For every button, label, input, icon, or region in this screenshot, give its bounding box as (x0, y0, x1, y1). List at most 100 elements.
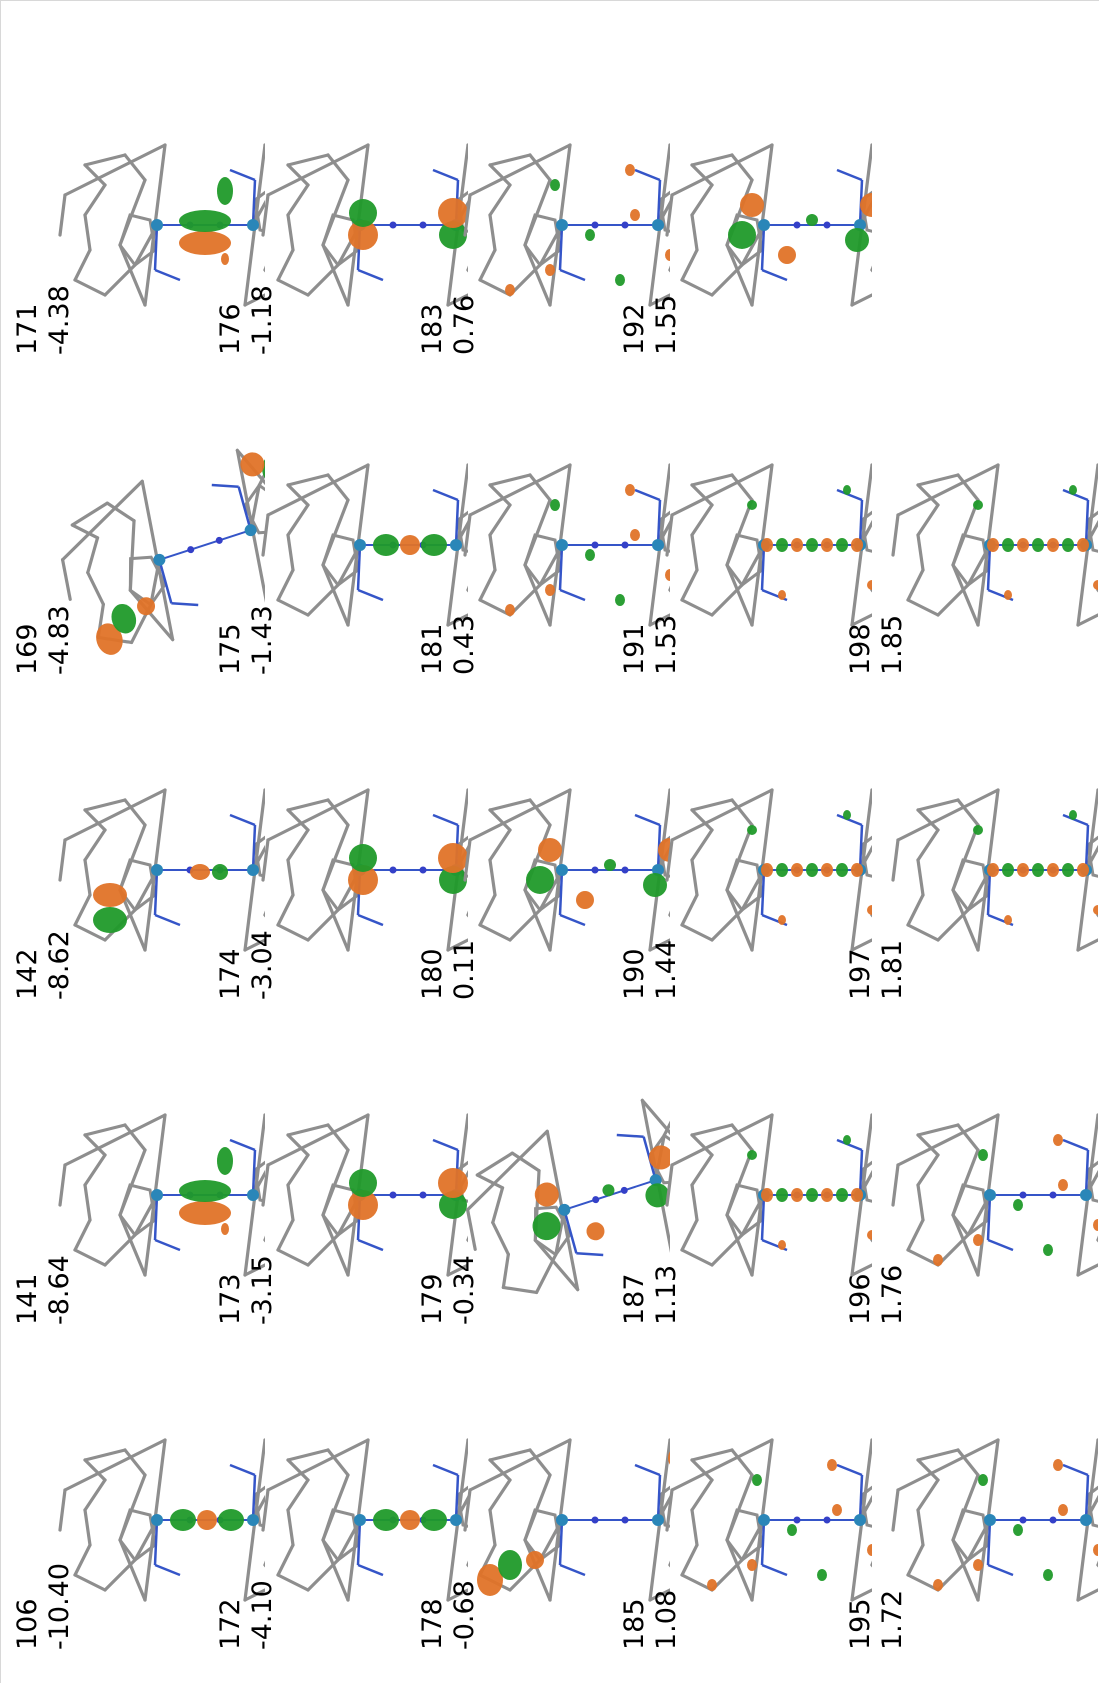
dinitrogen-atom (823, 1516, 831, 1524)
ligand-bond (680, 278, 714, 297)
aromatic-ring (533, 1205, 572, 1257)
molecule-skeleton (463, 463, 670, 627)
ligand-bond (261, 513, 270, 557)
ligand-bond (123, 1123, 147, 1152)
lobe-negative (615, 594, 625, 606)
aromatic-ring (118, 1508, 157, 1563)
ligand-bond (523, 243, 552, 307)
lobe-negative (973, 825, 983, 835)
ligand-bond (286, 1458, 310, 1482)
orbital-isosurface (477, 1446, 670, 1596)
ligand-bond (850, 1223, 872, 1277)
ligand-bond (1076, 573, 1098, 627)
ligand-bond (446, 898, 468, 952)
molecule-skeleton (665, 463, 872, 627)
ligand-bond (725, 1538, 754, 1602)
metal-atom (758, 1514, 770, 1526)
n-ligand-bond (154, 1238, 181, 1252)
n-ligand-bond (454, 499, 460, 546)
molecule-skeleton (58, 1438, 265, 1602)
ligand-bond (850, 1548, 872, 1602)
orbital-isosurface (348, 1168, 468, 1220)
lobe-negative (728, 221, 756, 249)
orbital-panel: 187 1.13 (617, 985, 872, 1337)
ligand-bond (488, 1458, 512, 1482)
rotated-view (261, 788, 468, 952)
orbital-isosurface (348, 198, 468, 250)
ligand-bond (670, 463, 774, 517)
n-ligand-bond (986, 1519, 992, 1566)
lobe-positive (778, 915, 786, 925)
ligand-bond (488, 1478, 512, 1512)
lobe-negative (843, 810, 851, 820)
dinitrogen-atom (793, 1516, 801, 1524)
orbital-panel: 172 -4.10 (213, 1310, 468, 1662)
rotated-view (665, 143, 872, 307)
ligand-bond (83, 153, 127, 167)
aromatic-ring (253, 1477, 265, 1532)
orbital-number: 192 (619, 303, 650, 355)
molecule-skeleton (665, 788, 872, 952)
orbital-isosurface (747, 1135, 872, 1250)
rotated-view (58, 1113, 265, 1277)
ligand-bond (83, 808, 107, 832)
n-ligand-bond (986, 1194, 992, 1241)
ligand-bond (286, 183, 310, 217)
lobe-negative (1002, 538, 1014, 552)
ligand-bond (523, 888, 552, 952)
aromatic-ring (658, 1477, 670, 1532)
ligand-bond (665, 1163, 674, 1207)
orbital-panel: 183 0.76 (415, 15, 670, 367)
ligand-bond (243, 1548, 265, 1602)
rotated-view (891, 788, 1098, 952)
ligand-bond (906, 568, 925, 602)
ligand-bond (916, 1123, 960, 1137)
ligand-bond (73, 1218, 92, 1252)
ligand-bond (648, 253, 670, 307)
ligand-bond (896, 463, 1000, 517)
ligand-bond (680, 1218, 699, 1252)
ligand-bond (326, 1123, 350, 1152)
lobe-positive (658, 838, 670, 862)
ligand-bond (286, 808, 310, 832)
n-ligand-bond (986, 544, 992, 591)
ligand-bond (286, 213, 295, 252)
metal-atom (558, 1203, 571, 1216)
ligand-bond (528, 798, 552, 827)
rotated-view (261, 1113, 468, 1277)
ligand-bond (528, 153, 552, 182)
ligand-bond (951, 1538, 980, 1602)
metal-atom (247, 1189, 259, 1201)
ligand-bond (916, 1153, 940, 1187)
n-ligand-bond (153, 224, 159, 271)
metal-atom (652, 539, 664, 551)
orbital-number: 174 (215, 948, 246, 1000)
ligand-bond (916, 798, 960, 812)
aromatic-ring (1086, 1477, 1098, 1532)
n-ligand-bond (559, 268, 586, 282)
ligand-bond (276, 1218, 295, 1252)
n-ligand-bond (154, 268, 181, 282)
ligand-bond (286, 1133, 310, 1157)
molecule-skeleton (60, 445, 265, 645)
ligand-bond (286, 483, 310, 507)
lobe-positive (1093, 1219, 1098, 1231)
molecule-skeleton (665, 143, 872, 307)
ligand-bond (321, 888, 350, 952)
ligand-bond (488, 798, 532, 812)
ligand-bond (510, 1151, 541, 1173)
orbital-plot (58, 1438, 265, 1602)
ligand-bond (286, 533, 295, 572)
ligand-bond (1076, 1548, 1098, 1602)
ligand-bond (446, 1223, 468, 1277)
dinitrogen-atom (620, 1186, 628, 1194)
orbital-isosurface (747, 810, 872, 925)
ligand-bond (850, 253, 872, 307)
lobe-positive (348, 220, 378, 250)
lobe-positive (1093, 1544, 1098, 1556)
dinitrogen-atom (591, 1516, 599, 1524)
aromatic-ring (951, 1183, 990, 1238)
orbital-plot (58, 1113, 265, 1277)
ligand-bond (463, 838, 472, 882)
lobe-positive (860, 193, 872, 217)
